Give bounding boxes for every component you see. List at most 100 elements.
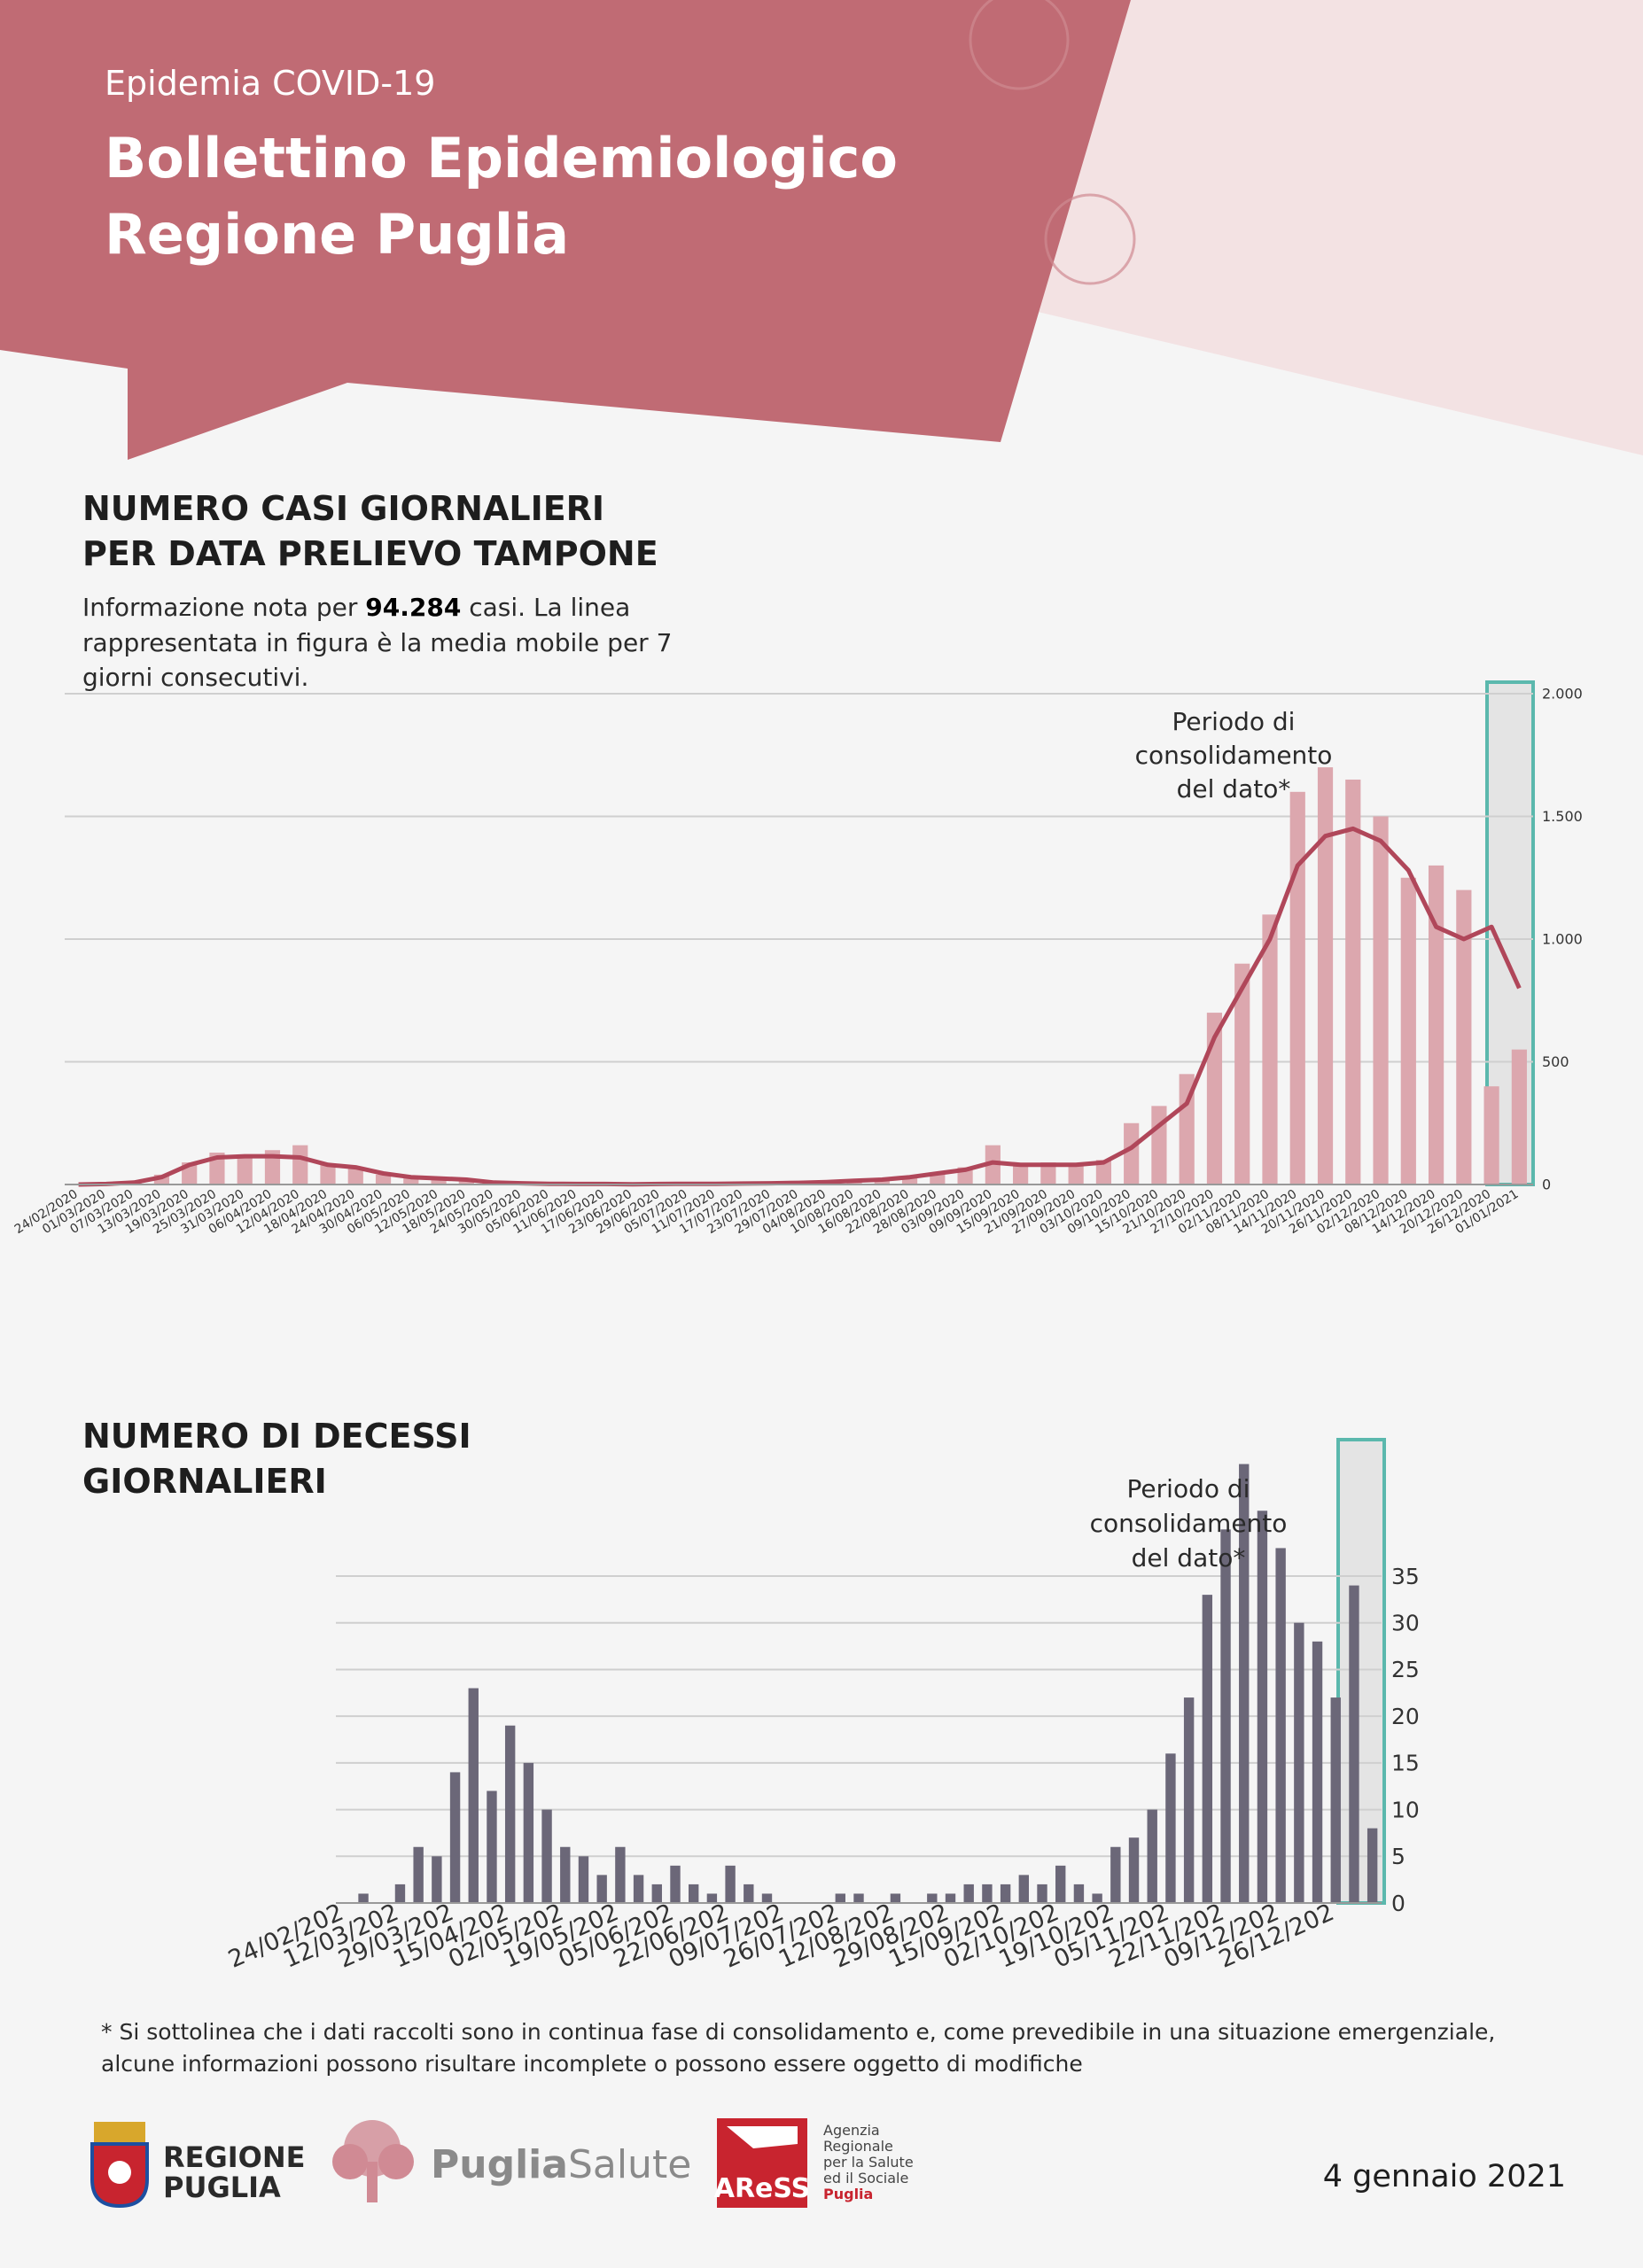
bar xyxy=(633,1875,644,1903)
bar xyxy=(468,1688,479,1903)
bar xyxy=(1128,1837,1140,1903)
bar xyxy=(431,1179,447,1184)
bar xyxy=(541,1809,552,1903)
aress-logo xyxy=(727,2126,798,2148)
logo-text: PUGLIA xyxy=(163,2171,281,2204)
main-title: Regione Puglia xyxy=(105,202,569,267)
bar xyxy=(1013,1164,1029,1184)
main-title: Bollettino Epidemiologico xyxy=(105,126,898,190)
logo-text: Regionale xyxy=(823,2138,893,2155)
bar xyxy=(1092,1893,1102,1903)
bar xyxy=(1483,1086,1499,1184)
bar xyxy=(320,1164,336,1184)
header-accent xyxy=(1034,0,1643,455)
y-tick-label: 20 xyxy=(1391,1704,1420,1729)
logo-text: Salute xyxy=(568,2142,691,2187)
bar xyxy=(1400,877,1416,1184)
bar xyxy=(963,1884,974,1903)
chart-subtitle: rappresentata in figura è la media mobil… xyxy=(82,628,672,657)
subtitle-text: casi. La linea xyxy=(469,593,630,622)
bar xyxy=(1275,1548,1286,1903)
date: 4 gennaio 2021 xyxy=(1323,2159,1566,2194)
bar xyxy=(1289,791,1305,1184)
y-tick-label: 500 xyxy=(1542,1053,1569,1070)
chart-title: NUMERO DI DECESSI xyxy=(82,1417,471,1456)
annotation: del dato* xyxy=(1177,774,1291,804)
logo-text: Puglia xyxy=(823,2186,873,2202)
bar xyxy=(1147,1809,1157,1903)
bar xyxy=(835,1893,845,1903)
header-banner xyxy=(0,0,1131,460)
bar xyxy=(432,1856,442,1903)
bar xyxy=(1312,1641,1323,1903)
bar xyxy=(945,1893,956,1903)
logo-text: Puglia xyxy=(431,2142,568,2187)
y-tick-label: 30 xyxy=(1391,1611,1420,1636)
bar xyxy=(1262,914,1278,1184)
bar xyxy=(985,1145,1001,1184)
bar xyxy=(292,1145,308,1184)
logo-text: per la Salute xyxy=(823,2154,914,2171)
bar xyxy=(1040,1162,1056,1184)
bar xyxy=(688,1884,699,1903)
footnote: * Si sottolinea che i dati raccolti sono… xyxy=(101,2019,1495,2045)
bar xyxy=(706,1893,718,1903)
puglia-salute-logo xyxy=(332,2120,414,2202)
bar xyxy=(1179,1074,1195,1184)
annotation: consolidamento xyxy=(1135,741,1333,770)
bar xyxy=(744,1884,754,1903)
bar xyxy=(1367,1828,1378,1903)
y-tick-label: 35 xyxy=(1391,1564,1420,1589)
bar xyxy=(1037,1884,1047,1903)
logo-text: PugliaSalute xyxy=(431,2142,691,2187)
y-tick-label: 0 xyxy=(1391,1891,1406,1916)
y-tick-label: 5 xyxy=(1391,1844,1406,1869)
subtitle-count: 94.284 xyxy=(365,593,461,622)
bar xyxy=(1018,1875,1030,1903)
bar xyxy=(1000,1884,1011,1903)
bar xyxy=(1317,767,1334,1184)
bar xyxy=(358,1893,369,1903)
bar xyxy=(927,1893,938,1903)
subtitle-text: Informazione nota per xyxy=(82,593,358,622)
bar xyxy=(153,1174,170,1184)
bar xyxy=(449,1772,461,1903)
y-tick-label: 1.500 xyxy=(1542,808,1583,825)
y-tick-label: 2.000 xyxy=(1542,686,1583,703)
y-tick-label: 1.000 xyxy=(1542,931,1583,948)
bar xyxy=(578,1856,589,1903)
bar xyxy=(1151,1106,1167,1184)
bar xyxy=(523,1762,534,1903)
moving-average-line xyxy=(78,826,1522,1187)
bar xyxy=(1456,889,1472,1184)
bar xyxy=(761,1893,773,1903)
bar xyxy=(394,1884,406,1903)
bar xyxy=(1257,1511,1268,1903)
bar xyxy=(1202,1595,1213,1903)
bar xyxy=(1068,1164,1084,1184)
annotation: consolidamento xyxy=(1090,1509,1288,1538)
bar xyxy=(1110,1846,1121,1903)
bar xyxy=(1234,963,1250,1184)
bar xyxy=(1239,1464,1250,1903)
bar xyxy=(1294,1622,1304,1903)
annotation: Periodo di xyxy=(1172,707,1296,736)
bar xyxy=(237,1154,253,1184)
chart-title: NUMERO CASI GIORNALIERI xyxy=(82,489,604,528)
bar xyxy=(1345,779,1361,1184)
bar xyxy=(1330,1697,1341,1903)
virus-icon xyxy=(969,0,1136,285)
logo-text: ed il Sociale xyxy=(823,2170,908,2186)
bar xyxy=(504,1725,516,1903)
regione-logo xyxy=(90,2122,149,2209)
bar xyxy=(651,1884,662,1903)
bar xyxy=(347,1167,363,1184)
chart-subtitle: giorni consecutivi. xyxy=(82,663,308,692)
bar xyxy=(1428,865,1444,1184)
bar xyxy=(1095,1160,1112,1184)
bar xyxy=(596,1875,607,1903)
bar xyxy=(1055,1865,1066,1903)
bar xyxy=(725,1865,736,1903)
bar xyxy=(264,1150,281,1184)
